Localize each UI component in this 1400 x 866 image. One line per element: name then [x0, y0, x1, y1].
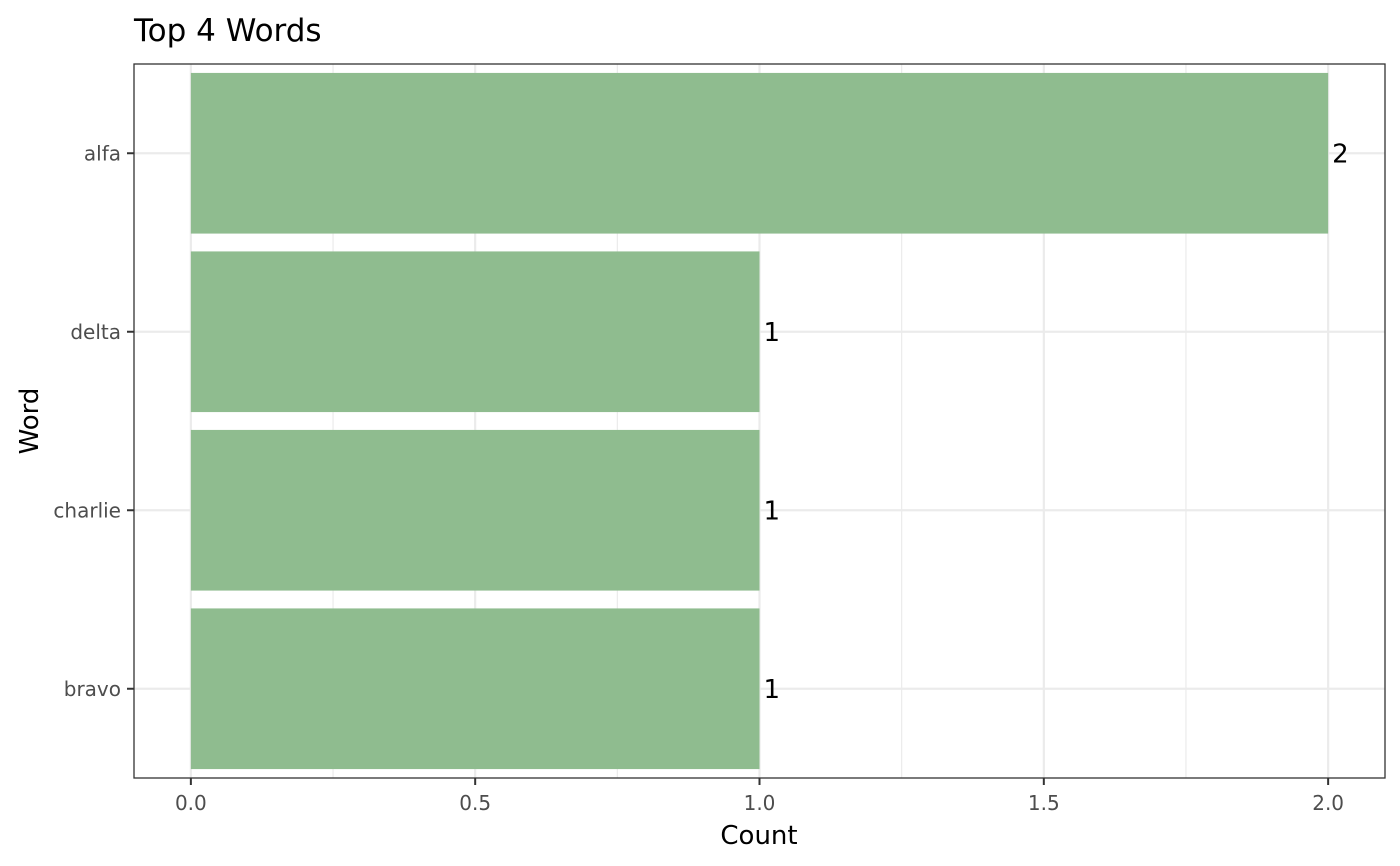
- bar-bravo: [190, 608, 760, 770]
- y-tick-label-bravo: bravo: [64, 677, 121, 701]
- y-tick-label-alfa: alfa: [84, 141, 121, 165]
- data-label-alfa: 2: [1332, 139, 1349, 169]
- x-tick-label: 1.5: [1028, 791, 1060, 815]
- x-axis: 0.0 0.5 1.0 1.5 2.0: [175, 778, 1344, 815]
- y-axis-title: Word: [15, 388, 45, 455]
- data-labels-layer: 2 1 1 1: [764, 139, 1349, 705]
- y-tick-label-delta: delta: [70, 320, 121, 344]
- x-tick-label: 0.0: [175, 791, 207, 815]
- x-tick-label: 0.5: [459, 791, 491, 815]
- chart-title: Top 4 Words: [133, 13, 322, 49]
- bars-layer: [190, 72, 1329, 770]
- bar-delta: [190, 251, 760, 413]
- y-tick-label-charlie: charlie: [53, 498, 121, 522]
- x-tick-label: 2.0: [1312, 791, 1344, 815]
- bar-charlie: [190, 429, 760, 591]
- data-label-delta: 1: [764, 318, 781, 348]
- y-axis: alfa delta charlie bravo: [53, 141, 134, 701]
- data-label-bravo: 1: [764, 675, 781, 705]
- x-axis-title: Count: [720, 821, 797, 851]
- bar-alfa: [190, 72, 1329, 234]
- x-tick-label: 1.0: [744, 791, 776, 815]
- data-label-charlie: 1: [764, 496, 781, 526]
